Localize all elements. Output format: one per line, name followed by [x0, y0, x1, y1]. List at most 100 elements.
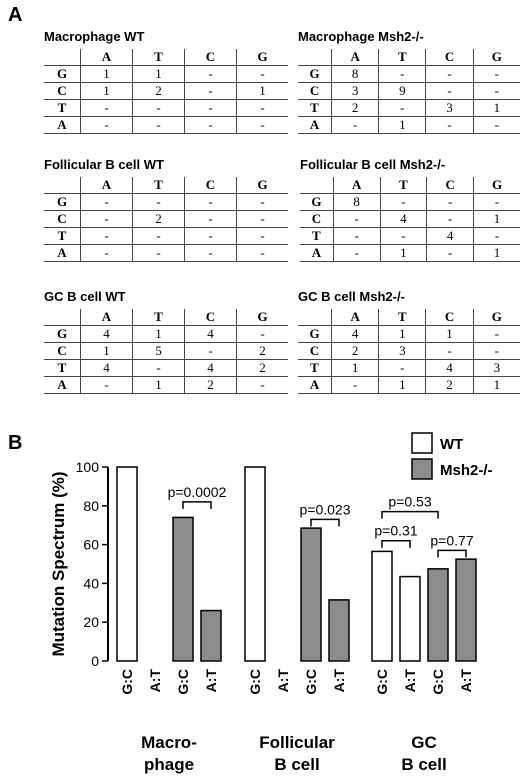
table-corner-cell — [298, 49, 333, 66]
table-cell: - — [236, 227, 288, 245]
table-cell: 8 — [333, 193, 381, 211]
table-cell: - — [80, 227, 133, 245]
table-cell: - — [184, 116, 237, 134]
table-cell: 2 — [425, 376, 474, 394]
table-cell: 2 — [236, 342, 288, 360]
row-header: T — [298, 359, 333, 377]
table-cell: - — [425, 65, 474, 83]
table-row: G---- — [44, 193, 288, 211]
column-header: C — [184, 49, 237, 66]
panel-a-label: A — [8, 4, 23, 26]
bar — [427, 568, 449, 662]
column-header: T — [379, 177, 427, 194]
significance-bracket — [381, 510, 439, 519]
table-title: GC B cell WT — [44, 289, 126, 304]
column-header: T — [132, 309, 185, 326]
table-row: A---- — [44, 116, 288, 134]
x-category-label: G:C — [119, 669, 135, 695]
column-header: G — [236, 309, 288, 326]
x-category-label: A:T — [147, 669, 163, 693]
y-tick-label: 0 — [91, 653, 99, 669]
bar — [300, 527, 322, 662]
row-header: A — [300, 244, 334, 262]
table-row: T---- — [44, 99, 288, 117]
table-title: Follicular B cell WT — [44, 157, 164, 172]
table-cell: 3 — [378, 342, 426, 360]
table-cell: 4 — [425, 359, 474, 377]
column-header: A — [80, 177, 133, 194]
x-category-label: A:T — [402, 669, 418, 693]
table-row: A-1-1 — [300, 244, 520, 262]
table-cell: - — [472, 342, 520, 360]
column-header: A — [80, 49, 133, 66]
column-header: T — [378, 309, 426, 326]
row-header: C — [298, 82, 333, 100]
legend-swatch — [411, 458, 433, 480]
x-category-label: G:C — [374, 669, 390, 695]
row-header: G — [44, 193, 81, 211]
table-cell: - — [236, 193, 288, 211]
p-value-label: p=0.77 — [430, 532, 473, 548]
table-cell: - — [379, 193, 427, 211]
y-tick-label: 100 — [76, 459, 100, 475]
table-cell: 4 — [184, 325, 237, 343]
table-cell: - — [236, 210, 288, 228]
group-label: Follicular — [259, 733, 335, 752]
row-header: A — [44, 116, 81, 134]
table-cell: - — [379, 227, 427, 245]
y-axis-label: Mutation Spectrum (%) — [49, 471, 68, 656]
legend-swatch — [411, 432, 433, 454]
table-cell: - — [184, 342, 237, 360]
table-cell: 1 — [425, 325, 474, 343]
row-header: T — [44, 227, 81, 245]
bar — [399, 575, 421, 662]
table-cell: 4 — [184, 359, 237, 377]
row-header: G — [298, 65, 333, 83]
table-cell: - — [425, 342, 474, 360]
table-cell: - — [132, 227, 185, 245]
table-cell: - — [425, 116, 474, 134]
bar — [200, 609, 222, 662]
row-header: T — [44, 359, 81, 377]
table-cell: - — [378, 359, 426, 377]
table-cell: - — [378, 99, 426, 117]
table-corner-cell — [300, 177, 334, 194]
table-title: Macrophage WT — [44, 29, 145, 44]
table-cell: - — [184, 99, 237, 117]
x-category-label: A:T — [203, 669, 219, 693]
table-cell: - — [426, 244, 474, 262]
table-title: Macrophage Msh2-/- — [298, 29, 424, 44]
table-cell: 1 — [379, 244, 427, 262]
row-header: A — [44, 376, 81, 394]
table-cell: - — [236, 325, 288, 343]
table-cell: - — [80, 376, 133, 394]
x-category-label: G:C — [175, 669, 191, 695]
table-title: Follicular B cell Msh2-/- — [300, 157, 446, 172]
table-cell: 3 — [331, 82, 379, 100]
x-category-label: G:C — [430, 669, 446, 695]
bar — [172, 516, 194, 662]
y-tick-label: 40 — [83, 575, 99, 591]
mutation-spectrum-chart: 0 20 40 60 80 100 Mutation Spectrum (%) G:C A:T G… — [49, 432, 493, 774]
table-cell: - — [333, 227, 381, 245]
column-header: G — [473, 177, 520, 194]
table-cell: 1 — [132, 325, 185, 343]
table-cell: 8 — [331, 65, 379, 83]
table-cell: - — [472, 65, 520, 83]
table-cell: - — [184, 65, 237, 83]
row-header: G — [44, 65, 81, 83]
p-value-label: p=0.0002 — [168, 484, 227, 500]
p-value-label: p=0.023 — [300, 501, 351, 517]
significance-bracket — [310, 518, 340, 527]
row-header: T — [44, 99, 81, 117]
column-header: G — [472, 309, 520, 326]
